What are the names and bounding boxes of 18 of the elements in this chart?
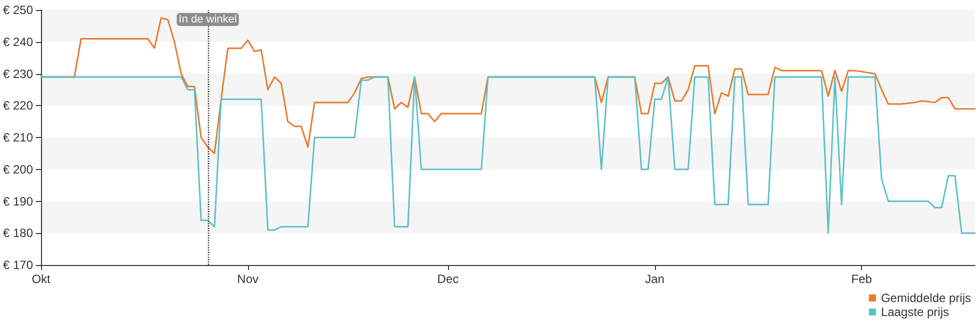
annotation: In de winkel	[178, 14, 237, 26]
legend-label: Laagste prijs	[880, 305, 950, 319]
legend-label: Gemiddelde prijs	[880, 291, 972, 305]
x-tick-label: Nov	[237, 272, 259, 286]
x-tick-label: Jan	[645, 272, 664, 286]
y-tick-label: € 200	[3, 162, 34, 176]
y-tick-label: € 180	[3, 226, 34, 240]
x-tick-label: Dec	[437, 272, 459, 286]
y-tick-label: € 170	[3, 258, 34, 272]
y-tick-label: € 230	[3, 66, 34, 81]
y-tick-label: € 210	[3, 130, 34, 144]
y-tick-label: € 190	[3, 194, 34, 208]
y-tick-label: € 250	[3, 3, 34, 17]
line-series	[40, 76, 976, 234]
x-tick-label: Okt	[32, 272, 52, 286]
y-tick-label: € 220	[3, 98, 34, 113]
y-tick-label: € 240	[3, 34, 34, 49]
x-tick-label: Feb	[851, 272, 872, 286]
